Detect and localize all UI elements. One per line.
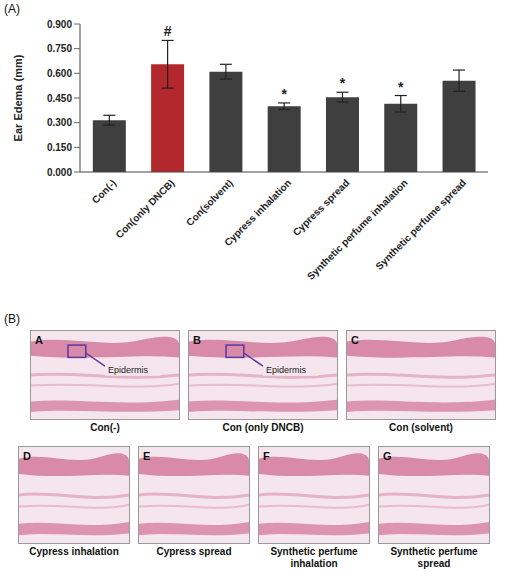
svg-text:E: E (143, 450, 150, 462)
html-text:Con(-): Con(-) (90, 422, 120, 433)
svg-text:0.750: 0.750 (47, 43, 72, 54)
svg-text:Con(-): Con(-) (90, 177, 119, 206)
svg-text:D: D (23, 450, 31, 462)
svg-text:A: A (35, 334, 43, 346)
svg-text:Ear Edema (mm): Ear Edema (mm) (12, 54, 24, 141)
svg-text:Epidermis: Epidermis (108, 365, 149, 375)
svg-text:Synthetic perfume inhalation: Synthetic perfume inhalation (305, 177, 410, 282)
svg-text:F: F (263, 450, 270, 462)
svg-text:Epidermis: Epidermis (266, 365, 307, 375)
svg-text:*: * (281, 86, 287, 102)
svg-text:Synthetic perfume spread: Synthetic perfume spread (373, 177, 468, 272)
html-text:Synthetic perfume spread: Synthetic perfume spread (390, 546, 478, 569)
html-text:Cypress inhalation: Cypress inhalation (29, 546, 119, 557)
html-text:Synthetic perfume inhalation: Synthetic perfume inhalation (270, 546, 358, 569)
svg-text:0.000: 0.000 (47, 167, 72, 178)
html-text:(A): (A) (4, 2, 20, 16)
svg-text:G: G (383, 450, 392, 462)
svg-text:0.300: 0.300 (47, 117, 72, 128)
svg-text:Con(only DNCB): Con(only DNCB) (113, 177, 176, 240)
html-text:Con (solvent): Con (solvent) (389, 422, 453, 433)
svg-text:B: B (193, 334, 201, 346)
svg-text:*: * (398, 79, 404, 95)
svg-text:0.900: 0.900 (47, 19, 72, 30)
svg-text:#: # (164, 23, 172, 39)
svg-text:Con(solvent): Con(solvent) (184, 177, 235, 228)
svg-text:Cypress inhalation: Cypress inhalation (222, 177, 293, 248)
html-text:Con (only DNCB): Con (only DNCB) (222, 422, 304, 433)
svg-text:C: C (351, 334, 359, 346)
svg-text:0.600: 0.600 (47, 68, 72, 79)
svg-text:0.150: 0.150 (47, 142, 72, 153)
html-text:Cypress spread: Cypress spread (156, 546, 232, 557)
html-text:(B): (B) (4, 312, 20, 326)
svg-text:0.450: 0.450 (47, 93, 72, 104)
svg-text:Cypress spread: Cypress spread (291, 177, 352, 238)
svg-text:*: * (340, 75, 346, 91)
